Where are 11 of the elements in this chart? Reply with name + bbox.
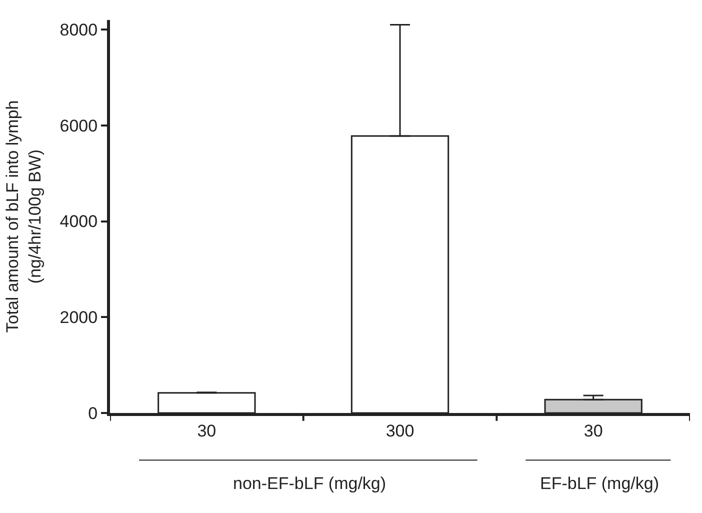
y-tick-label: 4000 <box>60 212 98 232</box>
x-tick-label: 30 <box>584 421 603 440</box>
x-tick-label: 300 <box>386 421 414 440</box>
y-tick-label: 2000 <box>60 308 98 328</box>
y-tick-label: 8000 <box>60 20 98 40</box>
text: non-EF-bLF (mg/kg) <box>233 474 386 493</box>
y-axis-title: Total amount of bLF into lymph (ng/4hr/100g BW) <box>3 100 44 333</box>
text: EF-bLF (mg/kg) <box>540 474 660 493</box>
x-tick-label: 30 <box>197 421 216 440</box>
y-tick-label: 6000 <box>60 116 98 136</box>
y-tick-label: 0 <box>88 404 98 423</box>
